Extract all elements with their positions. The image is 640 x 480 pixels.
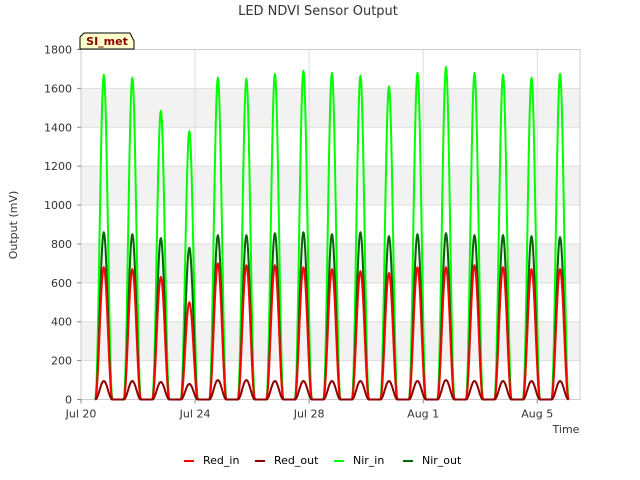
y-tick-label: 1800 — [44, 44, 72, 57]
y-axis: 0 200 400 600 800 1000 1200 1400 1600 1800 — [44, 44, 81, 407]
legend-label: Nir_in — [353, 454, 384, 467]
y-tick-label: 1600 — [44, 82, 72, 95]
y-tick-label: 0 — [65, 394, 72, 407]
y-tick-label: 800 — [51, 238, 72, 251]
legend-label: Red_in — [203, 454, 239, 467]
site-badge-shape — [79, 32, 135, 50]
x-tick-label: Aug 1 — [407, 408, 439, 421]
y-tick-label: 400 — [51, 316, 72, 329]
x-tick-label: Jul 20 — [65, 408, 97, 421]
legend-label: Red_out — [274, 454, 319, 467]
y-tick-label: 600 — [51, 277, 72, 290]
plot-frame — [80, 49, 581, 400]
x-tick-label: Jul 24 — [179, 408, 211, 421]
series-line-red-out — [94, 379, 570, 401]
chart-title: LED NDVI Sensor Output — [238, 4, 398, 19]
y-tick-label: 1200 — [44, 160, 72, 173]
x-tick-label: Aug 5 — [521, 408, 553, 421]
y-axis-label: Output (mV) — [7, 191, 20, 260]
x-axis-label: Time — [552, 423, 580, 436]
series-line-red-in — [94, 262, 570, 401]
legend: Red_in Red_out Nir_in Nir_out — [184, 454, 462, 467]
y-tick-label: 1000 — [44, 199, 72, 212]
site-badge: SI_met — [79, 32, 135, 50]
y-tick-label: 200 — [51, 355, 72, 368]
site-badge-label: SI_met — [86, 35, 128, 48]
legend-label: Nir_out — [422, 454, 462, 467]
y-tick-label: 1400 — [44, 121, 72, 134]
background-band — [81, 166, 580, 206]
x-axis: Jul 20 Jul 24 Jul 28 Aug 1 Aug 5 — [65, 399, 553, 421]
x-tick-label: Jul 28 — [293, 408, 325, 421]
series-layer — [94, 66, 570, 401]
